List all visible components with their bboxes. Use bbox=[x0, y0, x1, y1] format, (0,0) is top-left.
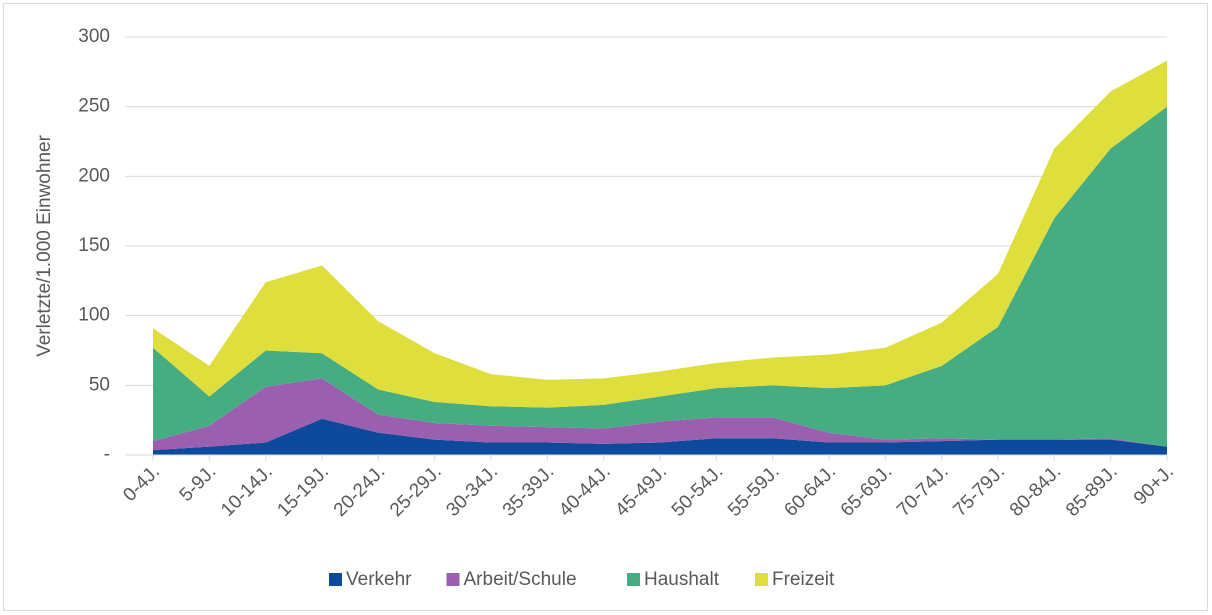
y-tick-label: 200 bbox=[78, 165, 110, 186]
legend-swatch bbox=[329, 573, 342, 586]
y-tick-label: 150 bbox=[78, 235, 110, 256]
legend-swatch bbox=[755, 573, 768, 586]
legend-label: Verkehr bbox=[346, 569, 412, 590]
area bbox=[153, 106, 1167, 447]
y-tick-label: 100 bbox=[78, 305, 110, 326]
area bbox=[153, 418, 1167, 455]
legend-label: Haushalt bbox=[644, 569, 720, 590]
legend-swatch bbox=[627, 573, 640, 586]
legend-label: Arbeit/Schule bbox=[464, 569, 577, 590]
y-tick-label: 300 bbox=[78, 26, 110, 47]
y-tick-label: - bbox=[104, 444, 110, 465]
legend-label: Freizeit bbox=[772, 569, 835, 590]
y-tick-label: 50 bbox=[89, 374, 110, 395]
area bbox=[153, 378, 1167, 451]
legend-swatch bbox=[446, 573, 460, 586]
y-axis-label: Verletzte/1.000 Einwohner bbox=[34, 134, 55, 356]
y-tick-label: 250 bbox=[78, 96, 110, 117]
